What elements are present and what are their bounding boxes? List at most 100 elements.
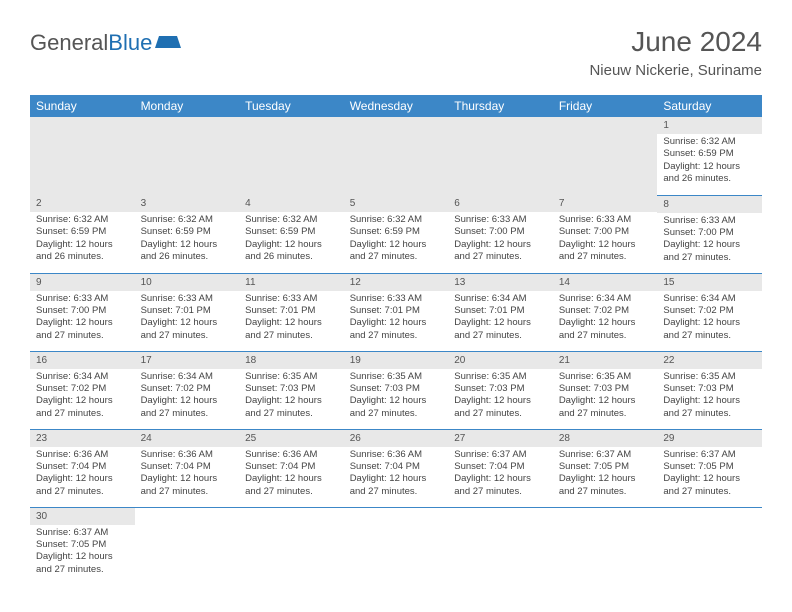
day-number: 24 bbox=[135, 430, 240, 447]
day-info: Sunrise: 6:33 AMSunset: 7:00 PMDaylight:… bbox=[34, 293, 131, 342]
daylight-line: Daylight: 12 hours and 26 minutes. bbox=[141, 239, 234, 264]
day-info: Sunrise: 6:32 AMSunset: 6:59 PMDaylight:… bbox=[34, 214, 131, 263]
sunset-line: Sunset: 7:05 PM bbox=[559, 461, 652, 473]
calendar-cell: 11 Sunrise: 6:33 AMSunset: 7:01 PMDayligh… bbox=[239, 273, 344, 351]
daylight-line: Daylight: 12 hours and 27 minutes. bbox=[454, 239, 547, 264]
calendar-body: 1Sunrise: 6:32 AMSunset: 6:59 PMDaylight… bbox=[30, 117, 762, 585]
day-number: 14 bbox=[553, 274, 658, 291]
daylight-line: Daylight: 12 hours and 27 minutes. bbox=[663, 395, 756, 420]
daylight-line: Daylight: 12 hours and 27 minutes. bbox=[141, 317, 234, 342]
day-info: Sunrise: 6:36 AMSunset: 7:04 PMDaylight:… bbox=[348, 449, 445, 498]
daylight-line: Daylight: 12 hours and 27 minutes. bbox=[350, 317, 443, 342]
sunset-line: Sunset: 7:02 PM bbox=[36, 383, 129, 395]
day-number: 29 bbox=[657, 430, 762, 447]
daylight-line: Daylight: 12 hours and 26 minutes. bbox=[245, 239, 338, 264]
daylight-line: Daylight: 12 hours and 27 minutes. bbox=[350, 239, 443, 264]
weekday-header: Saturday bbox=[657, 95, 762, 117]
day-info: Sunrise: 6:37 AMSunset: 7:05 PMDaylight:… bbox=[34, 527, 131, 576]
day-number: 15 bbox=[657, 274, 762, 291]
day-number: 1 bbox=[657, 117, 762, 134]
day-number: 18 bbox=[239, 352, 344, 369]
sunset-line: Sunset: 7:01 PM bbox=[245, 305, 338, 317]
sunrise-line: Sunrise: 6:33 AM bbox=[36, 293, 129, 305]
daylight-line: Daylight: 12 hours and 27 minutes. bbox=[663, 317, 756, 342]
sunrise-line: Sunrise: 6:32 AM bbox=[141, 214, 234, 226]
daylight-line: Daylight: 12 hours and 27 minutes. bbox=[36, 473, 129, 498]
day-info: Sunrise: 6:35 AMSunset: 7:03 PMDaylight:… bbox=[452, 371, 549, 420]
calendar-cell: 5Sunrise: 6:32 AMSunset: 6:59 PMDaylight… bbox=[344, 195, 449, 273]
sunrise-line: Sunrise: 6:34 AM bbox=[663, 293, 756, 305]
sunset-line: Sunset: 7:02 PM bbox=[559, 305, 652, 317]
logo-flag-icon bbox=[155, 30, 181, 56]
sunset-line: Sunset: 7:05 PM bbox=[36, 539, 129, 551]
day-info: Sunrise: 6:33 AMSunset: 7:01 PMDaylight:… bbox=[243, 293, 340, 342]
daylight-line: Daylight: 12 hours and 27 minutes. bbox=[141, 395, 234, 420]
sunrise-line: Sunrise: 6:37 AM bbox=[559, 449, 652, 461]
sunset-line: Sunset: 6:59 PM bbox=[245, 226, 338, 238]
daylight-line: Daylight: 12 hours and 26 minutes. bbox=[36, 239, 129, 264]
day-info: Sunrise: 6:34 AMSunset: 7:02 PMDaylight:… bbox=[139, 371, 236, 420]
calendar-cell: 19Sunrise: 6:35 AMSunset: 7:03 PMDayligh… bbox=[344, 351, 449, 429]
sunrise-line: Sunrise: 6:32 AM bbox=[245, 214, 338, 226]
sunset-line: Sunset: 7:04 PM bbox=[245, 461, 338, 473]
day-info: Sunrise: 6:33 AMSunset: 7:00 PMDaylight:… bbox=[661, 215, 758, 264]
sunrise-line: Sunrise: 6:35 AM bbox=[350, 371, 443, 383]
sunset-line: Sunset: 6:59 PM bbox=[350, 226, 443, 238]
calendar-cell bbox=[553, 507, 658, 585]
day-info: Sunrise: 6:32 AMSunset: 6:59 PMDaylight:… bbox=[243, 214, 340, 263]
sunset-line: Sunset: 7:04 PM bbox=[36, 461, 129, 473]
calendar-cell: 13Sunrise: 6:34 AMSunset: 7:01 PMDayligh… bbox=[448, 273, 553, 351]
calendar-cell: 21 Sunrise: 6:35 AMSunset: 7:03 PMDayligh… bbox=[553, 351, 658, 429]
sunset-line: Sunset: 6:59 PM bbox=[663, 148, 756, 160]
sunrise-line: Sunrise: 6:33 AM bbox=[559, 214, 652, 226]
calendar-cell: 28Sunrise: 6:37 AMSunset: 7:05 PMDayligh… bbox=[553, 429, 658, 507]
weekday-header: Tuesday bbox=[239, 95, 344, 117]
day-info: Sunrise: 6:35 AMSunset: 7:03 PMDaylight:… bbox=[557, 371, 654, 420]
day-number: 21 bbox=[553, 352, 658, 369]
sunset-line: Sunset: 7:00 PM bbox=[663, 227, 756, 239]
day-info: Sunrise: 6:33 AMSunset: 7:00 PMDaylight:… bbox=[452, 214, 549, 263]
title-block: June 2024 Nieuw Nickerie, Suriname bbox=[589, 26, 762, 79]
calendar-cell bbox=[239, 117, 344, 195]
calendar-cell: 27Sunrise: 6:37 AMSunset: 7:04 PMDayligh… bbox=[448, 429, 553, 507]
daylight-line: Daylight: 12 hours and 27 minutes. bbox=[663, 239, 756, 264]
day-info: Sunrise: 6:32 AMSunset: 6:59 PMDaylight:… bbox=[661, 136, 758, 185]
day-number: 11 bbox=[239, 274, 344, 291]
calendar-cell bbox=[553, 117, 658, 195]
daylight-line: Daylight: 12 hours and 27 minutes. bbox=[454, 473, 547, 498]
sunrise-line: Sunrise: 6:32 AM bbox=[36, 214, 129, 226]
calendar-week-row: 9Sunrise: 6:33 AMSunset: 7:00 PMDaylight… bbox=[30, 273, 762, 351]
calendar-cell: 14 Sunrise: 6:34 AMSunset: 7:02 PMDayligh… bbox=[553, 273, 658, 351]
weekday-header: Sunday bbox=[30, 95, 135, 117]
daylight-line: Daylight: 12 hours and 26 minutes. bbox=[663, 161, 756, 186]
calendar-week-row: 16Sunrise: 6:34 AMSunset: 7:02 PMDayligh… bbox=[30, 351, 762, 429]
weekday-header: Thursday bbox=[448, 95, 553, 117]
day-number: 2 bbox=[30, 195, 135, 212]
sunset-line: Sunset: 7:03 PM bbox=[559, 383, 652, 395]
calendar-week-row: 30Sunrise: 6:37 AMSunset: 7:05 PMDayligh… bbox=[30, 507, 762, 585]
day-number: 7 bbox=[553, 195, 658, 212]
weekday-header: Friday bbox=[553, 95, 658, 117]
calendar-cell: 6Sunrise: 6:33 AMSunset: 7:00 PMDaylight… bbox=[448, 195, 553, 273]
sunset-line: Sunset: 7:03 PM bbox=[350, 383, 443, 395]
sunrise-line: Sunrise: 6:35 AM bbox=[663, 371, 756, 383]
day-info: Sunrise: 6:34 AMSunset: 7:02 PMDaylight:… bbox=[557, 293, 654, 342]
sunset-line: Sunset: 7:01 PM bbox=[141, 305, 234, 317]
sunrise-line: Sunrise: 6:33 AM bbox=[245, 293, 338, 305]
calendar-cell bbox=[344, 507, 449, 585]
calendar-cell: 4Sunrise: 6:32 AMSunset: 6:59 PMDaylight… bbox=[239, 195, 344, 273]
logo-text-blue: Blue bbox=[108, 30, 152, 56]
day-number: 25 bbox=[239, 430, 344, 447]
sunset-line: Sunset: 7:05 PM bbox=[663, 461, 756, 473]
day-info: Sunrise: 6:32 AMSunset: 6:59 PMDaylight:… bbox=[139, 214, 236, 263]
calendar-cell: 10Sunrise: 6:33 AMSunset: 7:01 PMDayligh… bbox=[135, 273, 240, 351]
day-info: Sunrise: 6:36 AMSunset: 7:04 PMDaylight:… bbox=[34, 449, 131, 498]
calendar-table: Sunday Monday Tuesday Wednesday Thursday… bbox=[30, 95, 762, 585]
sunrise-line: Sunrise: 6:33 AM bbox=[350, 293, 443, 305]
daylight-line: Daylight: 12 hours and 27 minutes. bbox=[245, 473, 338, 498]
daylight-line: Daylight: 12 hours and 27 minutes. bbox=[559, 317, 652, 342]
day-number: 22 bbox=[657, 352, 762, 369]
sunrise-line: Sunrise: 6:36 AM bbox=[141, 449, 234, 461]
calendar-cell bbox=[448, 507, 553, 585]
calendar-cell: 16Sunrise: 6:34 AMSunset: 7:02 PMDayligh… bbox=[30, 351, 135, 429]
